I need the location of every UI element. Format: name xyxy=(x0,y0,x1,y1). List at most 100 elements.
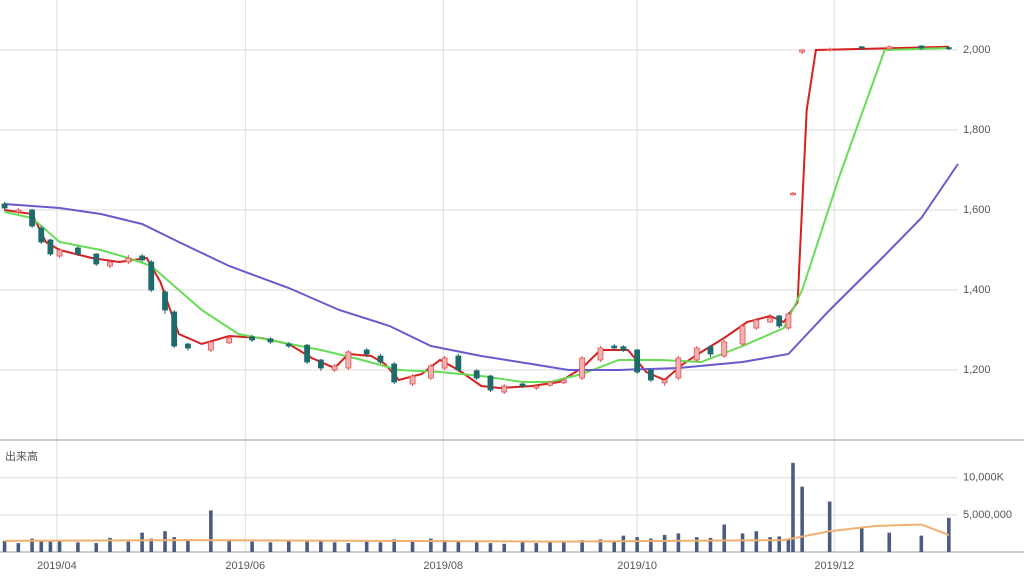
candle-body xyxy=(267,338,274,343)
volume-bar xyxy=(442,540,447,552)
candle-body xyxy=(29,209,35,227)
volume-bar xyxy=(76,542,80,552)
volume-bar xyxy=(456,541,461,552)
candle-body xyxy=(721,341,728,357)
x-tick-label: 2019/12 xyxy=(814,560,854,572)
volume-bar xyxy=(57,540,62,552)
volume-bar xyxy=(140,532,144,552)
candle-body xyxy=(826,48,833,51)
candle-body xyxy=(501,385,508,393)
y-tick-label: 1,600 xyxy=(963,204,991,216)
candle-body xyxy=(162,291,168,311)
volume-bar xyxy=(319,540,323,552)
volume-bar xyxy=(722,524,727,552)
moving-average-line xyxy=(4,47,949,383)
candle-body xyxy=(226,337,233,344)
candle-body xyxy=(611,345,618,349)
y-tick-label: 5,000,000 xyxy=(963,509,1012,521)
volume-bar xyxy=(502,543,507,552)
volume-bar xyxy=(754,531,759,552)
candle-body xyxy=(345,351,352,369)
candle-body xyxy=(171,311,178,347)
candle-body xyxy=(519,383,526,387)
y-tick-label: 1,400 xyxy=(963,284,991,296)
candle-body xyxy=(533,385,540,389)
volume-bar xyxy=(346,543,351,552)
candle-body xyxy=(148,261,155,291)
volume-bar xyxy=(520,542,525,552)
candle-body xyxy=(409,375,416,385)
volume-bar xyxy=(268,542,273,552)
candle-body xyxy=(560,379,567,384)
volume-bar xyxy=(662,534,667,552)
candle-body xyxy=(886,46,893,50)
volume-bar xyxy=(694,537,699,552)
volume-bar xyxy=(859,526,864,552)
y-tick-label: 1,800 xyxy=(963,124,991,136)
candle-body xyxy=(693,347,700,361)
candle-body xyxy=(1,203,8,209)
candle-body xyxy=(547,381,553,386)
candle-body xyxy=(753,319,760,329)
volume-bar xyxy=(378,542,383,552)
candle-body xyxy=(391,363,398,383)
volume-bar xyxy=(474,542,479,552)
candle-body xyxy=(739,325,746,345)
candle-body xyxy=(675,357,682,379)
x-tick-label: 2019/10 xyxy=(617,560,657,572)
volume-bar xyxy=(561,540,566,552)
volume-bar xyxy=(800,486,804,552)
candle-body xyxy=(455,355,462,371)
candle-body xyxy=(597,347,604,361)
volume-bar xyxy=(410,540,415,552)
candle-body xyxy=(918,45,925,49)
moving-average-line xyxy=(4,523,950,543)
volume-bar xyxy=(108,537,112,552)
volume-bar xyxy=(488,543,493,552)
volume-bar xyxy=(612,540,617,552)
candle-body xyxy=(647,369,654,381)
candle-body xyxy=(185,343,191,349)
candle-body xyxy=(620,346,627,351)
volume-bar xyxy=(392,539,397,552)
y-tick-label: 2,000 xyxy=(963,44,991,56)
candle-body xyxy=(785,313,792,329)
volume-bar xyxy=(768,537,772,552)
volume-bar xyxy=(39,540,44,552)
candle-body xyxy=(207,341,214,351)
volume-bar xyxy=(676,533,681,552)
volume-bar xyxy=(172,537,176,552)
x-tick-label: 2019/08 xyxy=(423,560,463,572)
candle-body xyxy=(107,261,113,267)
volume-bar xyxy=(163,531,167,552)
candle-body xyxy=(285,343,292,347)
volume-bar xyxy=(2,540,7,552)
volume-bar xyxy=(16,543,21,552)
volume-bar xyxy=(126,541,131,552)
volume-bar xyxy=(332,542,337,552)
volume-bar xyxy=(740,533,745,552)
volume-bar xyxy=(186,539,190,552)
volume-bar xyxy=(919,535,924,552)
volume-bar xyxy=(649,538,653,552)
volume-bar xyxy=(580,540,584,552)
volume-bar xyxy=(209,510,213,552)
candle-body xyxy=(363,349,370,355)
candle-body xyxy=(38,227,45,243)
y-tick-label: 1,200 xyxy=(963,364,991,376)
candle-body xyxy=(767,317,773,323)
volume-bar xyxy=(635,537,639,552)
moving-average-line xyxy=(4,45,949,390)
candle-body xyxy=(776,315,783,327)
volume-bar xyxy=(827,501,832,552)
candle-body xyxy=(634,349,641,373)
y-tick-label: 10,000K xyxy=(963,472,1005,484)
volume-title: 出来高 xyxy=(5,449,38,463)
volume-bar xyxy=(791,462,795,552)
candle-body xyxy=(249,336,256,341)
candle-body xyxy=(75,247,81,255)
volume-bar xyxy=(708,537,713,552)
volume-bar xyxy=(598,539,603,552)
